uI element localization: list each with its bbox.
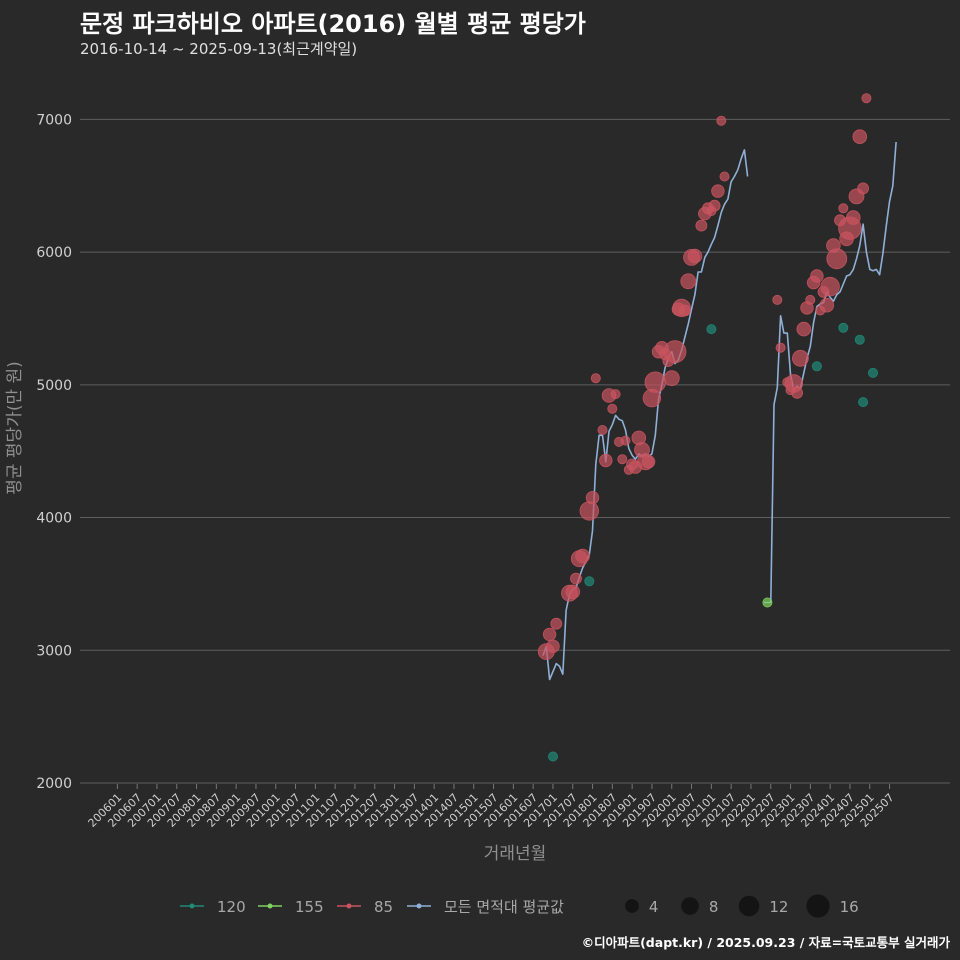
point-85 bbox=[570, 572, 582, 585]
point-85 bbox=[845, 210, 861, 225]
legend-label: 모든 면적대 평균값 bbox=[444, 898, 564, 916]
point-85 bbox=[610, 389, 621, 400]
y-tick-labels: 2000 3000 4000 5000 6000 7000 bbox=[36, 112, 72, 792]
point-85 bbox=[792, 349, 809, 367]
point-85 bbox=[852, 129, 868, 145]
point-85 bbox=[607, 403, 618, 414]
legend-size-circle bbox=[738, 895, 760, 917]
point-85 bbox=[663, 340, 687, 364]
point-85 bbox=[542, 627, 557, 642]
point-120 bbox=[548, 751, 559, 762]
point-85 bbox=[708, 199, 721, 212]
y-tick-label: 6000 bbox=[36, 245, 72, 261]
legend-label: 85 bbox=[374, 898, 393, 916]
legend-size-label: 8 bbox=[709, 898, 719, 916]
point-120 bbox=[706, 324, 717, 335]
point-85 bbox=[719, 171, 730, 182]
gridlines bbox=[80, 118, 950, 784]
point-85 bbox=[565, 584, 581, 600]
chart-subtitle: 2016-10-14 ~ 2025-09-13(최근계약일) bbox=[80, 40, 358, 58]
point-85 bbox=[791, 386, 803, 399]
point-85 bbox=[599, 453, 613, 468]
point-85 bbox=[585, 491, 600, 505]
legend-size-label: 4 bbox=[649, 898, 659, 916]
point-85 bbox=[546, 639, 560, 654]
legend-swatch-dot bbox=[189, 903, 195, 909]
point-85 bbox=[550, 617, 563, 630]
point-85 bbox=[805, 294, 816, 305]
point-85 bbox=[663, 370, 680, 387]
point-85 bbox=[838, 203, 849, 214]
point-85 bbox=[597, 424, 608, 435]
point-85 bbox=[644, 371, 667, 393]
point-85 bbox=[679, 304, 691, 317]
chart-title: 문정 파크하비오 아파트(2016) 월별 평균 평당가 bbox=[80, 10, 586, 38]
legend-size-label: 16 bbox=[840, 898, 859, 916]
point-85 bbox=[680, 273, 697, 290]
legend-swatch-dot bbox=[267, 903, 273, 909]
legend-size-circle bbox=[625, 899, 639, 913]
point-85 bbox=[617, 454, 628, 465]
point-85 bbox=[857, 182, 869, 195]
point-85 bbox=[695, 219, 708, 232]
point-120 bbox=[584, 576, 595, 587]
legend-swatch-dot bbox=[416, 903, 422, 909]
point-120 bbox=[838, 322, 849, 333]
y-tick-label: 4000 bbox=[36, 511, 72, 527]
point-120 bbox=[811, 361, 822, 372]
footer-credit: ©디아파트(dapt.kr) / 2025.09.23 / 자료=국토교통부 실… bbox=[581, 935, 950, 950]
y-tick-label: 2000 bbox=[36, 776, 72, 792]
legend-size-label: 12 bbox=[769, 898, 788, 916]
point-85 bbox=[579, 501, 600, 521]
point-85 bbox=[687, 248, 703, 264]
point-85 bbox=[810, 269, 824, 283]
point-85 bbox=[861, 93, 872, 104]
point-85 bbox=[796, 321, 812, 337]
average-line bbox=[764, 141, 897, 604]
point-120 bbox=[868, 367, 879, 378]
legend-size-circle bbox=[806, 894, 830, 918]
y-tick-label: 3000 bbox=[36, 643, 72, 659]
point-85 bbox=[590, 373, 601, 384]
point-85 bbox=[820, 276, 840, 297]
point-85 bbox=[716, 115, 727, 126]
point-85 bbox=[826, 248, 848, 270]
point-85 bbox=[775, 342, 786, 353]
point-85 bbox=[620, 435, 631, 446]
legend-size-circle bbox=[681, 897, 699, 915]
point-85 bbox=[819, 297, 835, 313]
data-points-group bbox=[537, 93, 879, 762]
point-85 bbox=[711, 184, 725, 198]
legend-label: 120 bbox=[217, 898, 246, 916]
y-tick-label: 7000 bbox=[36, 112, 72, 128]
point-85 bbox=[772, 294, 783, 305]
x-tick-labels: 2006012006072007012007072008012008072009… bbox=[86, 784, 897, 830]
point-120 bbox=[854, 334, 865, 345]
x-axis-label: 거래년월 bbox=[484, 844, 547, 864]
point-85 bbox=[575, 548, 590, 564]
y-tick-label: 5000 bbox=[36, 378, 72, 394]
point-155 bbox=[762, 597, 773, 608]
point-85 bbox=[641, 455, 656, 469]
legend-swatch-dot bbox=[346, 903, 352, 909]
legend-label: 155 bbox=[295, 898, 324, 916]
point-120 bbox=[858, 397, 869, 408]
y-axis-label: 평균 평당가(만 원) bbox=[5, 361, 25, 495]
legend: 120 155 85 모든 면적대 평균값 4 8 12 16 bbox=[180, 894, 859, 918]
